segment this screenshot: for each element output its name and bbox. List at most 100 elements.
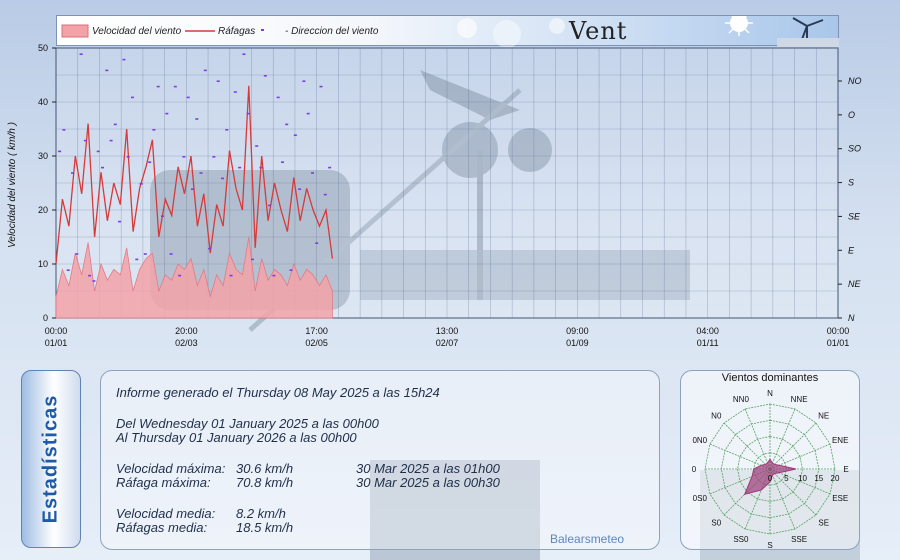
rose-tick-label: 5 xyxy=(784,474,789,483)
direction-axis-label: SO xyxy=(848,144,861,154)
x-tick-date: 01/01 xyxy=(827,338,850,348)
rose-labels: N NNE NE ENE E ESE SE SSE S SS0 S0 0S0 0 0N0 N0 NN0 0 5 10… xyxy=(692,389,849,550)
direction-point xyxy=(135,258,139,261)
direction-axis-label: S xyxy=(848,178,854,188)
rose-spoke xyxy=(769,468,831,495)
direction-axis-label: N xyxy=(848,313,855,323)
direction-axis-label: NO xyxy=(848,76,862,86)
direction-point xyxy=(199,172,203,174)
direction-point xyxy=(195,118,199,120)
direction-point xyxy=(268,204,272,207)
rose-direction-label: ESE xyxy=(832,494,848,503)
direction-point xyxy=(109,139,113,142)
direction-point xyxy=(105,69,109,72)
direction-point xyxy=(328,166,332,169)
rose-spoke xyxy=(769,422,817,470)
direction-axis-label: E xyxy=(848,245,855,255)
direction-point-series xyxy=(58,53,332,282)
direction-point xyxy=(281,161,284,163)
report-generated: Informe generado el Thursday 08 May 2025… xyxy=(116,385,440,400)
rose-tick-label: 15 xyxy=(814,474,823,483)
direction-point xyxy=(156,85,160,88)
rose-direction-label: SSE xyxy=(791,535,807,544)
direction-point xyxy=(216,80,220,82)
avg-speed-label: Velocidad media: xyxy=(116,506,216,521)
direction-point xyxy=(122,58,126,61)
speed-legend-swatch xyxy=(61,24,89,38)
max-gust-label: Ráfaga máxima: xyxy=(116,475,211,490)
direction-point xyxy=(101,166,104,169)
x-tick-date: 02/07 xyxy=(436,338,459,348)
direction-axis-label: SE xyxy=(848,211,861,221)
direction-point xyxy=(251,258,254,261)
direction-point xyxy=(229,274,233,277)
y-tick-label: 40 xyxy=(38,97,48,107)
direction-point xyxy=(178,274,182,277)
rose-ring xyxy=(704,403,836,535)
direction-point xyxy=(242,53,246,55)
direction-point xyxy=(118,220,122,223)
rose-direction-label: NE xyxy=(818,411,829,420)
x-tick-time: 13:00 xyxy=(436,326,459,336)
rose-direction-label: S xyxy=(767,541,772,550)
avg-speed-value: 8.2 km/h xyxy=(236,506,286,521)
direction-point xyxy=(83,139,87,142)
rose-direction-label: S0 xyxy=(711,519,721,528)
rose-area xyxy=(743,458,797,496)
legend-banner: Velocidad del viento Ráfagas - Direccion… xyxy=(56,15,839,47)
rose-direction-label: N0 xyxy=(711,411,722,420)
direction-point xyxy=(143,253,147,255)
rose-direction-label: NN0 xyxy=(733,395,750,404)
wind-rose-title: Vientos dominantes xyxy=(721,372,819,384)
gust-line xyxy=(55,85,334,265)
direction-point xyxy=(113,123,117,126)
direction-point xyxy=(221,177,224,180)
direction-point xyxy=(131,96,134,99)
rose-tick-label: 10 xyxy=(798,474,807,483)
x-tick-date: 02/05 xyxy=(305,338,328,348)
rose-ring xyxy=(753,452,787,486)
chart-axes: 0 10 20 30 40 50 N NE E SE S SO O NO 00:00 01/01 20:00 02… xyxy=(38,43,862,348)
direction-point xyxy=(311,172,314,174)
rose-direction-label: ENE xyxy=(832,436,848,445)
y-tick-label: 0 xyxy=(43,313,48,323)
x-tick-time: 00:00 xyxy=(827,326,850,336)
rose-spoke xyxy=(769,443,831,470)
rose-direction-label: SE xyxy=(818,519,829,528)
direction-point xyxy=(323,193,327,196)
direction-point xyxy=(272,274,276,277)
direction-point xyxy=(225,129,229,131)
direction-point xyxy=(165,112,169,115)
direction-point xyxy=(259,166,263,169)
rose-direction-label: E xyxy=(843,465,848,474)
direction-point xyxy=(238,166,242,169)
estadisticas-tab[interactable]: Estadísticas xyxy=(21,370,81,548)
direction-point xyxy=(126,156,130,158)
banner-decoration xyxy=(457,18,565,47)
direction-point xyxy=(212,156,216,158)
direction-point xyxy=(58,150,62,153)
direction-axis-label: O xyxy=(848,110,855,120)
rose-tick-label: 0 xyxy=(768,474,773,483)
max-gust-value: 70.8 km/h xyxy=(236,475,294,490)
speed-legend-label: Velocidad del viento xyxy=(92,26,182,37)
y-axis-label: Velocidad del viento ( km/h ) xyxy=(7,122,18,248)
direction-point xyxy=(88,274,92,277)
rose-direction-label: NNE xyxy=(791,395,808,404)
direction-point xyxy=(173,85,177,88)
max-gust-date: 30 Mar 2025 a las 00h30 xyxy=(356,475,500,490)
direction-point xyxy=(319,85,323,88)
rose-direction-label: SS0 xyxy=(733,535,749,544)
rose-spoke xyxy=(723,422,771,470)
direction-point xyxy=(191,188,194,190)
avg-gust-value: 18.5 km/h xyxy=(236,520,294,535)
direction-point xyxy=(315,242,319,244)
brand-label: Balearsmeteo xyxy=(550,532,625,546)
direction-point xyxy=(233,91,237,93)
gust-legend-label: Ráfagas xyxy=(218,26,256,37)
direction-point xyxy=(306,112,310,115)
rose-direction-label: N xyxy=(767,389,773,398)
dir-legend-label: - Direccion del viento xyxy=(285,26,379,37)
rose-spoke xyxy=(744,408,771,470)
direction-point xyxy=(79,53,83,55)
